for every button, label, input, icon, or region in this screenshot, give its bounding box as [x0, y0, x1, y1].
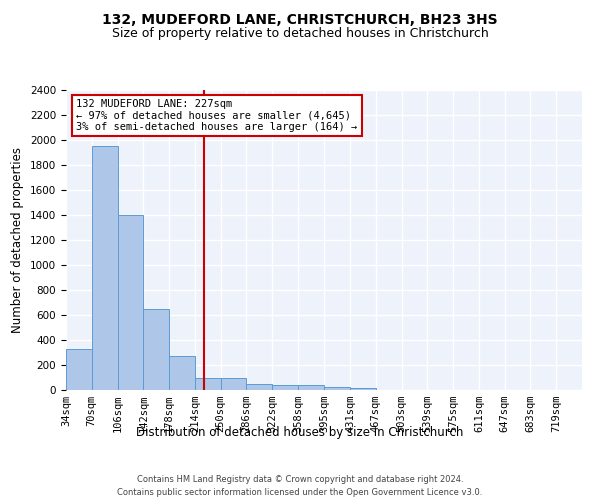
Bar	[66, 350, 92, 390]
Text: Contains HM Land Registry data © Crown copyright and database right 2024.: Contains HM Land Registry data © Crown c…	[137, 476, 463, 484]
Bar	[221, 378, 247, 390]
Bar	[92, 146, 118, 390]
Y-axis label: Number of detached properties: Number of detached properties	[11, 147, 25, 333]
Bar	[143, 308, 169, 390]
Bar	[325, 387, 350, 390]
Bar	[169, 356, 195, 390]
Bar	[247, 384, 272, 390]
Bar	[298, 385, 325, 390]
Text: 132 MUDEFORD LANE: 227sqm
← 97% of detached houses are smaller (4,645)
3% of sem: 132 MUDEFORD LANE: 227sqm ← 97% of detac…	[76, 99, 358, 132]
Bar	[350, 388, 376, 390]
Bar	[272, 385, 298, 390]
Bar	[195, 378, 221, 390]
Text: Distribution of detached houses by size in Christchurch: Distribution of detached houses by size …	[136, 426, 464, 439]
Text: Size of property relative to detached houses in Christchurch: Size of property relative to detached ho…	[112, 28, 488, 40]
Text: 132, MUDEFORD LANE, CHRISTCHURCH, BH23 3HS: 132, MUDEFORD LANE, CHRISTCHURCH, BH23 3…	[102, 12, 498, 26]
Text: Contains public sector information licensed under the Open Government Licence v3: Contains public sector information licen…	[118, 488, 482, 497]
Bar	[118, 215, 143, 390]
